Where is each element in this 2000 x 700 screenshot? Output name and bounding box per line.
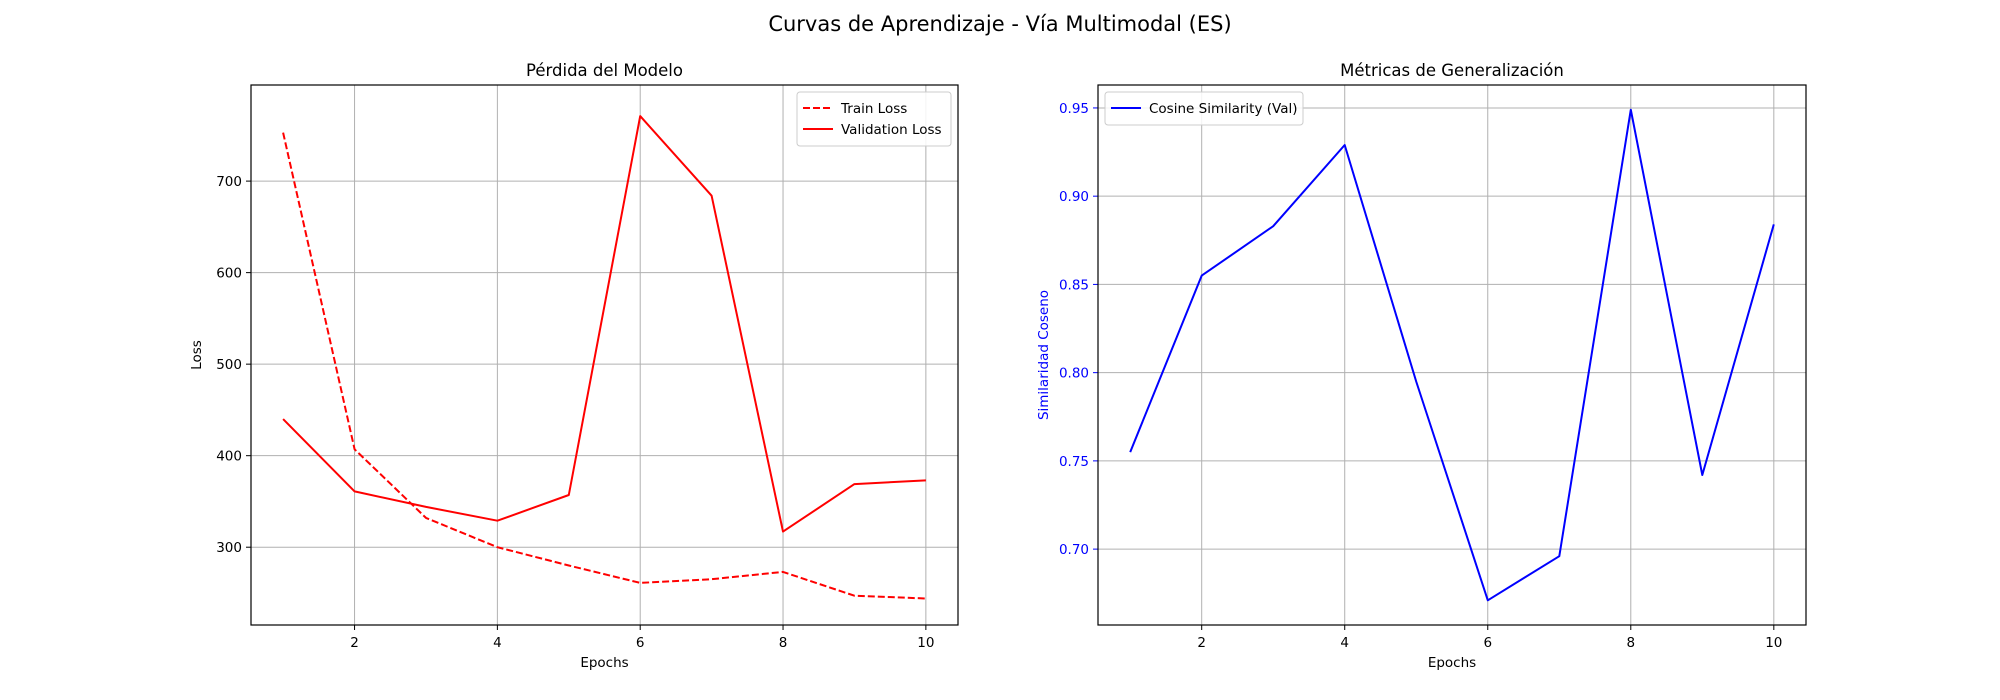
y-tick-label: 0.95 bbox=[1059, 101, 1089, 117]
y-tick-label: 400 bbox=[216, 449, 242, 465]
y-tick-label: 0.70 bbox=[1059, 542, 1089, 558]
x-axis-label: Epochs bbox=[580, 655, 628, 671]
y-tick-label: 0.75 bbox=[1059, 454, 1089, 470]
y-tick-label: 700 bbox=[216, 174, 242, 190]
x-tick-label: 6 bbox=[636, 635, 645, 651]
y-tick-label: 300 bbox=[216, 540, 242, 556]
x-tick-label: 6 bbox=[1483, 635, 1492, 651]
axes-title: Pérdida del Modelo bbox=[526, 61, 683, 80]
legend-label: Train Loss bbox=[840, 101, 907, 117]
x-tick-label: 2 bbox=[350, 635, 359, 651]
y-tick-label: 0.90 bbox=[1059, 189, 1089, 205]
x-tick-label: 8 bbox=[1626, 635, 1635, 651]
legend-box bbox=[1104, 91, 1304, 126]
y-axis-label: Loss bbox=[189, 340, 205, 370]
legend-label: Validation Loss bbox=[841, 122, 942, 138]
x-tick-label: 10 bbox=[1765, 635, 1782, 651]
legend-label: Cosine Similarity (Val) bbox=[1149, 101, 1298, 117]
legend: Train Loss Validation Loss bbox=[796, 91, 952, 147]
y-tick-label: 0.80 bbox=[1059, 366, 1089, 382]
similarity-axes: 2 4 6 8 10 0.70 0.75 0.80 0.85 0.90 0.95 Métricas d… bbox=[1036, 61, 1807, 671]
axes-title: Métricas de Generalización bbox=[1340, 61, 1564, 80]
series-line-train-loss bbox=[282, 132, 926, 600]
x-tick-label: 4 bbox=[493, 635, 502, 651]
axes-frame bbox=[1097, 84, 1807, 626]
axes-frame bbox=[250, 84, 959, 626]
series-line-validation-loss bbox=[282, 115, 926, 533]
x-tick-label: 10 bbox=[917, 635, 934, 651]
x-tick-label: 4 bbox=[1340, 635, 1349, 651]
figure-suptitle: Curvas de Aprendizaje - Vía Multimodal (… bbox=[768, 12, 1231, 36]
loss-axes: 2 4 6 8 10 300 400 500 600 700 Pérdida del Modelo E… bbox=[189, 61, 959, 671]
y-axis-label: Similaridad Coseno bbox=[1036, 290, 1052, 420]
y-tick-label: 600 bbox=[216, 266, 242, 282]
x-tick-label: 2 bbox=[1197, 635, 1206, 651]
y-tick-label: 0.85 bbox=[1059, 277, 1089, 293]
x-tick-label: 8 bbox=[779, 635, 788, 651]
legend-box bbox=[796, 91, 952, 147]
y-tick-label: 500 bbox=[216, 357, 242, 373]
x-axis-label: Epochs bbox=[1428, 655, 1476, 671]
series-line-cosine-similarity-val- bbox=[1129, 108, 1775, 602]
legend: Cosine Similarity (Val) bbox=[1104, 91, 1304, 126]
